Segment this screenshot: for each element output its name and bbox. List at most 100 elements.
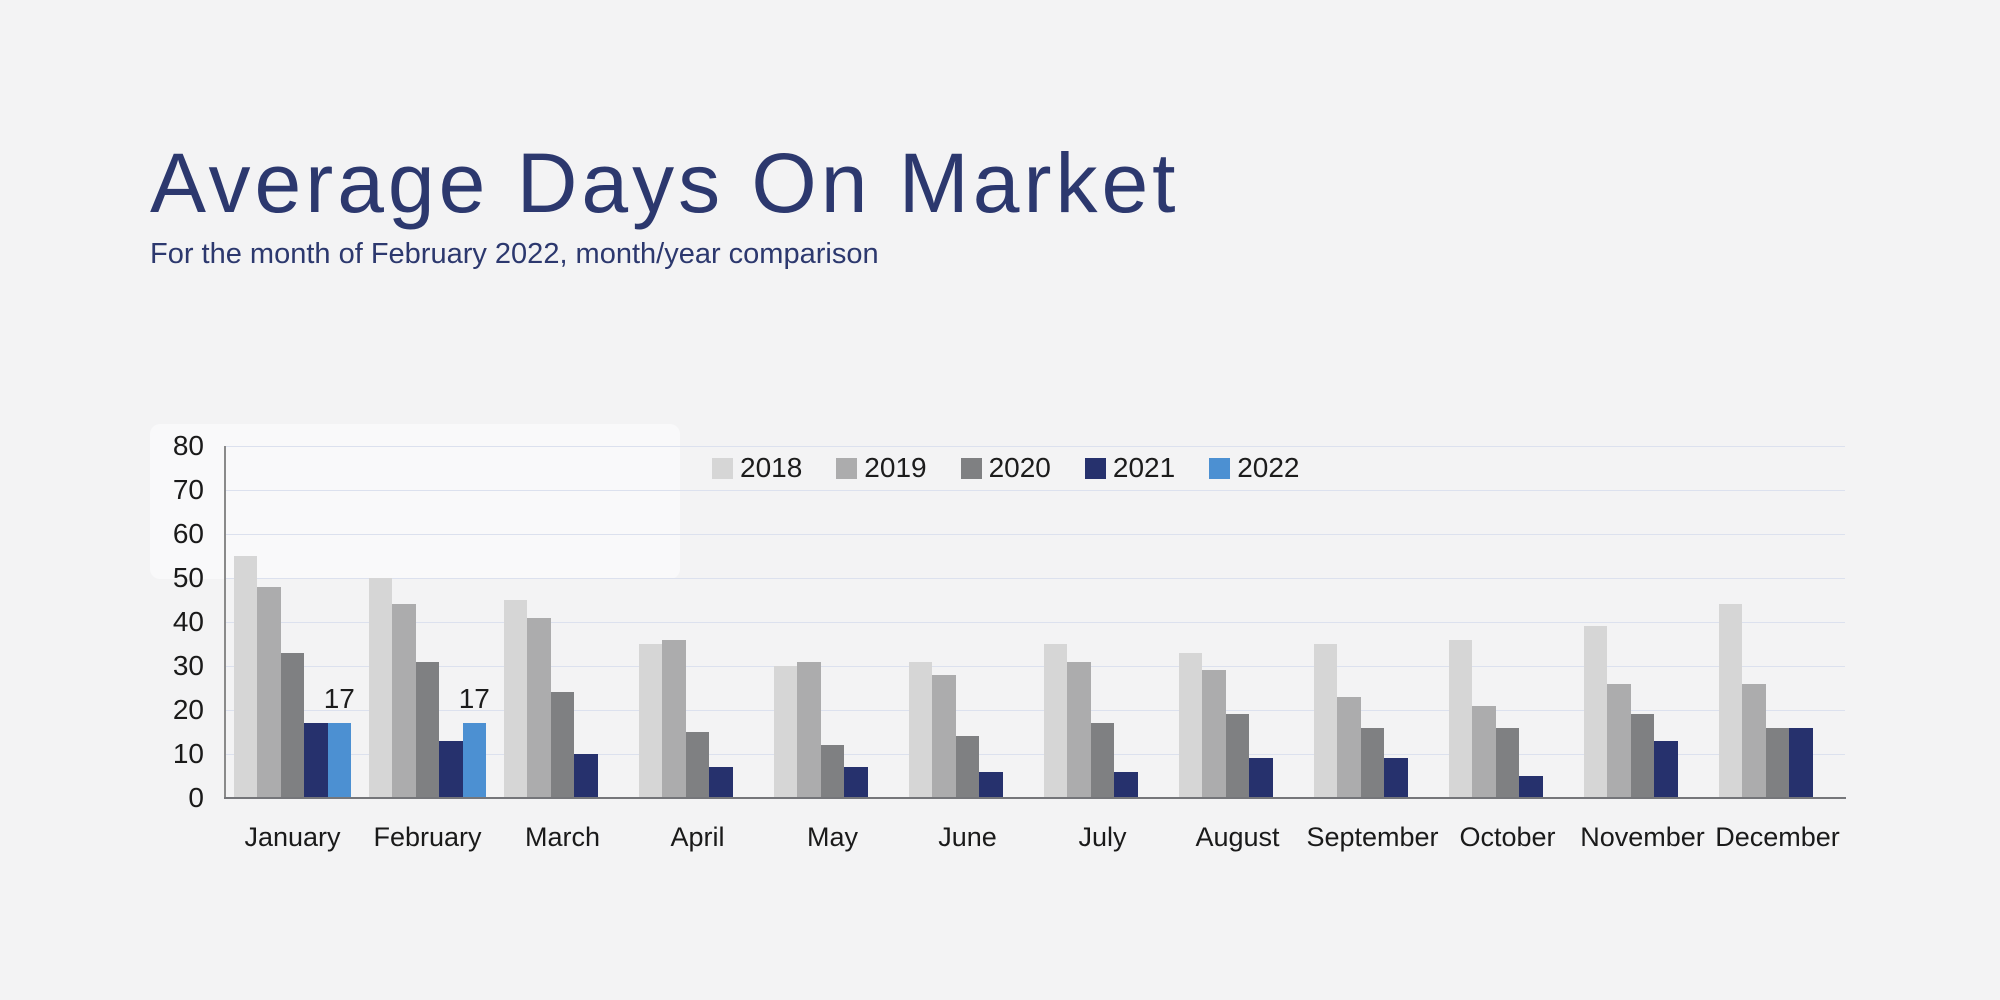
bar-slot-2020-august [1225, 446, 1250, 798]
bar-slot-2020-october [1495, 446, 1520, 798]
bar-cluster-march [495, 446, 630, 798]
x-axis-label-august: August [1195, 822, 1280, 852]
bar-slot-2020-november [1630, 446, 1655, 798]
bar-2019-april [662, 639, 686, 798]
bar-slot-2020-june [955, 446, 980, 798]
bar-slot-2021-june [979, 446, 1003, 798]
legend-label-2020: 2020 [988, 452, 1051, 483]
bars-layer: 17 January 17 February March April May June July… [225, 446, 1845, 852]
month-group-february: 17 February [360, 446, 495, 852]
month-group-november: November [1575, 446, 1710, 852]
bar-slot-2022-october [1543, 446, 1566, 798]
bar-cluster-january: 17 [225, 446, 360, 798]
legend-swatch-2018 [712, 457, 733, 479]
bar-2021-july [1114, 771, 1138, 798]
bar-2020-march [550, 692, 575, 798]
bar-slot-2022-august [1273, 446, 1296, 798]
bar-slot-2022-december [1813, 446, 1836, 798]
bar-2020-december [1765, 727, 1790, 798]
bar-2018-january [234, 556, 258, 798]
bar-value-label-2022-january: 17 [323, 683, 355, 715]
x-axis-label-may: May [806, 822, 858, 852]
bar-2021-february [439, 740, 463, 798]
bar-slot-2022-november [1678, 446, 1701, 798]
bar-slot-2018-august [1179, 446, 1203, 798]
month-group-july: July [1035, 446, 1170, 852]
y-tick-label-60: 60 [172, 518, 204, 549]
bar-slot-2021-january [304, 446, 328, 798]
bar-slot-2019-september [1337, 446, 1361, 798]
bar-slot-2021-december [1789, 446, 1813, 798]
bar-2020-august [1225, 714, 1250, 798]
legend-swatch-2020 [960, 457, 982, 479]
y-tick-label-40: 40 [172, 606, 204, 637]
page-title: Average Days On Market [150, 136, 1180, 230]
x-axis-label-april: April [670, 822, 725, 852]
bar-2019-january [257, 586, 281, 798]
x-axis-label-december: December [1715, 822, 1840, 852]
bar-cluster-may [765, 446, 900, 798]
bar-slot-2018-june [909, 446, 933, 798]
bar-slot-2022-january: 17 [324, 446, 355, 798]
month-group-december: December [1710, 446, 1845, 852]
bar-slot-2019-october [1472, 446, 1496, 798]
x-axis-label-september: September [1306, 822, 1439, 852]
bar-2019-november [1607, 683, 1631, 798]
bar-slot-2021-july [1114, 446, 1138, 798]
x-axis-label-november: November [1580, 822, 1705, 852]
bar-2019-may [797, 661, 821, 798]
y-tick-label-20: 20 [172, 694, 204, 725]
bar-slot-2019-march [527, 446, 551, 798]
bar-2018-october [1449, 639, 1473, 798]
x-axis-label-october: October [1459, 822, 1556, 852]
bar-2018-september [1314, 644, 1338, 798]
bar-slot-2021-april [709, 446, 733, 798]
bar-slot-2018-july [1044, 446, 1068, 798]
legend-item-2019: 2019 [836, 452, 927, 484]
bar-2018-july [1044, 644, 1068, 798]
month-group-october: October [1440, 446, 1575, 852]
bar-2021-october [1519, 776, 1543, 798]
plot-area [225, 446, 1845, 798]
bar-2018-march [504, 600, 528, 798]
bar-slot-2018-april [639, 446, 663, 798]
month-group-september: September [1305, 446, 1440, 852]
gridline-80 [225, 446, 1845, 447]
bar-2022-january: 17 [324, 683, 355, 798]
bar-slot-2018-january [234, 446, 258, 798]
gridline-60 [225, 534, 1845, 535]
bar-2021-november [1654, 740, 1678, 798]
bar-slot-2021-august [1249, 446, 1273, 798]
bar-2019-september [1337, 696, 1361, 798]
bar-cluster-november [1575, 446, 1710, 798]
month-group-march: March [495, 446, 630, 852]
legend-swatch-2021 [1084, 457, 1106, 479]
bar-slot-2019-august [1202, 446, 1226, 798]
bar-2019-march [527, 617, 551, 798]
legend-item-2018: 2018 [712, 452, 802, 484]
x-axis-label-march: March [524, 822, 600, 852]
bar-2020-june [955, 736, 980, 798]
bar-2020-september [1360, 727, 1385, 798]
y-tick-label-50: 50 [172, 562, 204, 593]
month-group-may: May [765, 446, 900, 852]
legend-label-2018: 2018 [740, 452, 803, 483]
bar-slot-2021-may [844, 446, 868, 798]
bar-cluster-september [1305, 446, 1440, 798]
y-tick-label-70: 70 [172, 474, 204, 505]
bar-slot-2019-june [932, 446, 956, 798]
bar-slot-2018-february [369, 446, 393, 798]
x-axis-line [224, 797, 1846, 799]
bar-slot-2018-november [1584, 446, 1608, 798]
month-group-august: August [1170, 446, 1305, 852]
bar-2020-october [1495, 727, 1520, 798]
x-axis-label-june: June [938, 822, 997, 852]
bar-slot-2020-july [1090, 446, 1115, 798]
bar-2020-february [415, 661, 440, 798]
bar-slot-2020-may [820, 446, 845, 798]
bar-slot-2019-may [797, 446, 821, 798]
y-axis: 0 10 20 30 40 50 60 70 80 [134, 430, 204, 813]
bar-2020-may [820, 745, 845, 798]
gridline-20 [225, 710, 1845, 711]
